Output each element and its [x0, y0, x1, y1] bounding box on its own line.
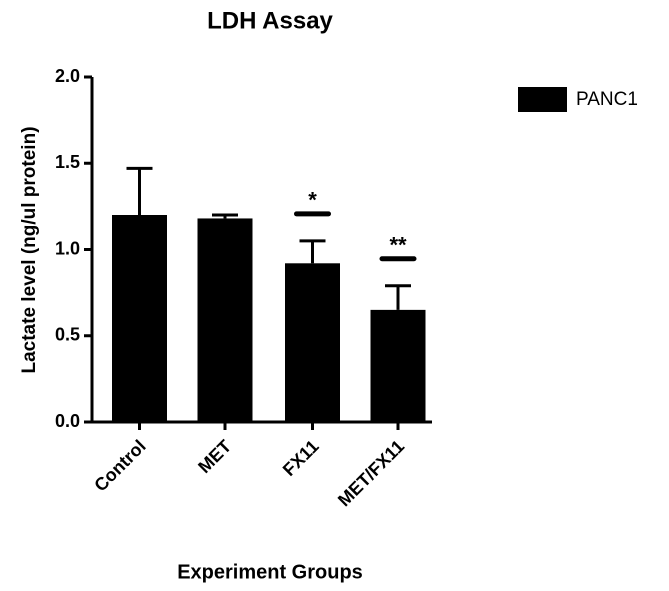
y-tick-label: 2.0 [55, 66, 80, 86]
legend-swatch [518, 87, 567, 112]
y-axis-label: Lactate level (ng/ul protein) [19, 126, 40, 373]
x-tick-label: FX11 [279, 436, 323, 480]
y-tick-label: 0.5 [55, 325, 80, 345]
bar [197, 218, 253, 422]
bar [370, 309, 426, 422]
significance-label: ** [389, 233, 407, 258]
y-tick-label: 0.0 [55, 411, 80, 431]
bar [112, 215, 167, 422]
x-tick-label: Control [90, 436, 149, 495]
x-axis-label: Experiment Groups [177, 561, 363, 583]
y-tick-label: 1.0 [55, 238, 80, 258]
bar [285, 263, 340, 422]
chart-title: LDH Assay [207, 7, 333, 34]
legend-label: PANC1 [576, 89, 638, 110]
x-tick-label: MET [194, 436, 235, 477]
significance-label: * [308, 188, 317, 213]
x-tick-label: MET/FX11 [334, 436, 408, 510]
y-tick-label: 1.5 [55, 152, 80, 172]
